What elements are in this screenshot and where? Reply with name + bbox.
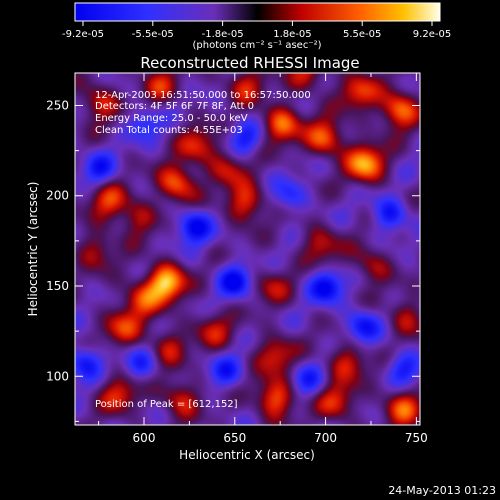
y-tick-label: 200 [46, 189, 69, 203]
x-tick-label: 650 [223, 431, 246, 445]
annotation-detectors: Detectors: 4F 5F 6F 7F 8F, Att 0 [95, 101, 254, 112]
annotation-energy-range: Energy Range: 25.0 - 50.0 keV [95, 113, 248, 124]
axis-ticks: 600 650 700 750 100 150 200 250 [46, 73, 428, 445]
colorbar-frame [74, 2, 441, 22]
y-tick-label: 100 [46, 369, 69, 383]
footer-date: 24-May-2013 01:23 [388, 484, 496, 497]
x-axis-label: Heliocentric X (arcsec) [179, 448, 315, 462]
annotation-peak-position: Position of Peak = [612,152] [95, 399, 238, 410]
plot-frame [74, 72, 421, 426]
y-axis-label: Heliocentric Y (arcsec) [26, 182, 40, 317]
colorbar-ticks: -9.2e-05 -5.5e-05 -1.8e-05 1.8e-05 5.5e-05 9.… [62, 21, 451, 40]
colorbar-tick-label: 5.5e-05 [343, 29, 381, 40]
x-tick-label: 600 [133, 431, 156, 445]
x-tick-label: 700 [314, 431, 337, 445]
y-tick-label: 250 [46, 98, 69, 112]
colorbar-gradient [75, 3, 440, 21]
heatmap-image [75, 73, 420, 425]
colorbar: -9.2e-05 -5.5e-05 -1.8e-05 1.8e-05 5.5e-05 9.… [62, 2, 451, 51]
x-tick-label: 750 [405, 431, 428, 445]
y-tick-label: 150 [46, 279, 69, 293]
colorbar-tick-label: -1.8e-05 [202, 29, 244, 40]
annotations: 12-Apr-2003 16:51:50.000 to 16:57:50.000… [95, 90, 311, 410]
annotation-clean-counts: Clean Total counts: 4.55E+03 [95, 125, 243, 136]
colorbar-tick-label: 9.2e-05 [413, 29, 451, 40]
colorbar-tick-label: -5.5e-05 [132, 29, 174, 40]
colorbar-units-label: (photons cm⁻² s⁻¹ asec⁻²) [192, 40, 321, 51]
colorbar-tick-label: -9.2e-05 [62, 29, 104, 40]
chart-title: Reconstructed RHESSI Image [140, 54, 359, 72]
colorbar-tick-label: 1.8e-05 [273, 29, 311, 40]
annotation-time-range: 12-Apr-2003 16:51:50.000 to 16:57:50.000 [95, 90, 311, 101]
image-area: 600 650 700 750 100 150 200 250 [46, 72, 428, 445]
